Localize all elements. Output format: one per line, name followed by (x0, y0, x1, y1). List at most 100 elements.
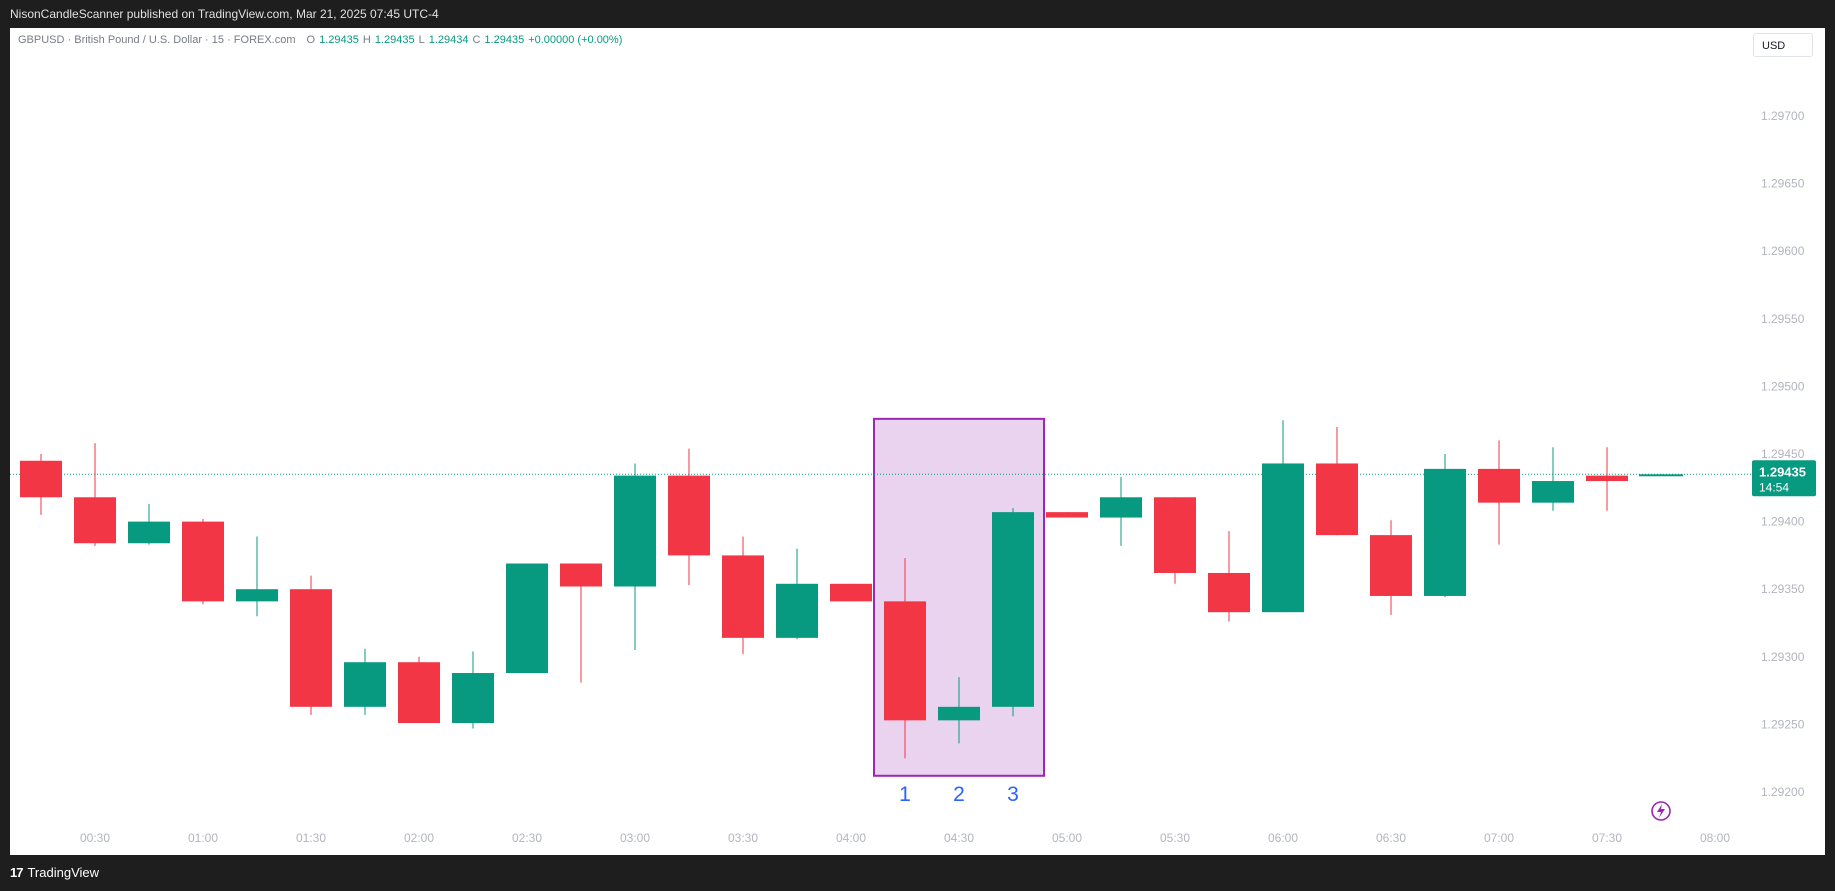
candle (20, 454, 62, 515)
close-value: 1.29435 (484, 34, 525, 46)
footer-bar: 17 TradingView (0, 855, 1835, 891)
high-label: H (362, 34, 371, 46)
last-price-value: 1.29435 (1759, 464, 1806, 479)
y-tick-label: 1.29300 (1761, 650, 1805, 664)
x-tick-label: 04:00 (836, 831, 866, 845)
candle-body (398, 662, 440, 724)
candle (1586, 447, 1628, 511)
lightning-icon[interactable] (1651, 801, 1671, 821)
candle (830, 583, 872, 602)
candle (344, 648, 386, 715)
pattern-label: 2 (953, 783, 965, 806)
publish-text: NisonCandleScanner published on TradingV… (10, 7, 439, 21)
x-tick-label: 04:30 (944, 831, 974, 845)
candle-body (830, 583, 872, 602)
publish-header: NisonCandleScanner published on TradingV… (0, 0, 1835, 28)
candle-body (1639, 474, 1683, 477)
candle-body (290, 589, 332, 707)
chart-frame[interactable]: 1 2 3 1.29200 1.29250 1.29300 1.29350 1.29400 1.… (10, 28, 1825, 855)
candle (452, 651, 494, 729)
candle-body (1100, 497, 1142, 518)
candle-body (1424, 468, 1466, 596)
candle-body (614, 475, 656, 587)
candle (1154, 497, 1196, 584)
candle-body (74, 497, 116, 544)
x-tick-label: 01:00 (188, 831, 218, 845)
candle-body (884, 601, 926, 721)
x-tick-label: 06:30 (1376, 831, 1406, 845)
candle (1046, 512, 1088, 518)
y-tick-label: 1.29400 (1761, 515, 1805, 529)
currency-button[interactable]: USD (1753, 33, 1813, 57)
candle (1370, 520, 1412, 615)
low-value: 1.29434 (428, 34, 469, 46)
x-tick-label: 06:00 (1268, 831, 1298, 845)
candle (1424, 454, 1466, 598)
candle (560, 563, 602, 683)
candle (182, 518, 224, 605)
candle-body (992, 512, 1034, 707)
candle (938, 677, 980, 744)
close-label: C (472, 34, 481, 46)
candle (668, 448, 710, 586)
x-tick-label: 02:00 (404, 831, 434, 845)
candle-body (668, 475, 710, 556)
y-tick-label: 1.29350 (1761, 582, 1805, 596)
y-tick-label: 1.29550 (1761, 312, 1805, 326)
open-value: 1.29435 (319, 34, 359, 46)
candle (290, 575, 332, 715)
x-tick-label: 05:30 (1160, 831, 1190, 845)
tradingview-logo-icon: 17 (10, 865, 24, 880)
x-tick-label: 02:30 (512, 831, 542, 845)
candle (1532, 447, 1574, 511)
candle-body (1208, 572, 1250, 613)
candle (1639, 474, 1683, 477)
x-tick-label: 07:00 (1484, 831, 1514, 845)
candle-body (1046, 512, 1088, 518)
tradingview-logo[interactable]: 17 TradingView (10, 865, 99, 880)
x-tick-label: 08:00 (1700, 831, 1730, 845)
candle-body (1154, 497, 1196, 573)
candle-body (1478, 468, 1520, 503)
y-tick-label: 1.29200 (1761, 785, 1805, 799)
y-tick-label: 1.29650 (1761, 177, 1805, 191)
pattern-label: 1 (899, 783, 911, 806)
candle (506, 563, 548, 674)
candle-body (344, 662, 386, 707)
candle-body (506, 563, 548, 674)
x-tick-label: 00:30 (80, 831, 110, 845)
candle (776, 548, 818, 640)
bar-countdown: 14:54 (1759, 480, 1789, 494)
candle (74, 443, 116, 546)
candle (236, 536, 278, 617)
candle-body (1316, 463, 1358, 536)
x-tick-label: 07:30 (1592, 831, 1622, 845)
change-value: +0.00000 (+0.00%) (528, 34, 623, 46)
candle (1208, 531, 1250, 622)
candle-body (1586, 475, 1628, 482)
y-tick-label: 1.29700 (1761, 109, 1805, 123)
x-tick-label: 01:30 (296, 831, 326, 845)
symbol-legend: GBPUSD · British Pound / U.S. Dollar · 1… (18, 34, 622, 46)
symbol-description: GBPUSD · British Pound / U.S. Dollar · 1… (18, 34, 296, 46)
last-price-badge-bg (1752, 460, 1816, 497)
candle-body (182, 521, 224, 602)
candle-body (128, 521, 170, 544)
candle (1478, 440, 1520, 545)
candle (128, 504, 170, 545)
x-tick-label: 03:00 (620, 831, 650, 845)
candle-body (20, 460, 62, 498)
candle-body (776, 583, 818, 638)
candle-body (1262, 463, 1304, 613)
candle-body (722, 555, 764, 638)
y-tick-label: 1.29450 (1761, 447, 1805, 461)
candlestick-chart[interactable]: 1 2 3 1.29200 1.29250 1.29300 1.29350 1.29400 1.… (10, 28, 1825, 855)
candle (722, 536, 764, 655)
pattern-label: 3 (1007, 783, 1019, 806)
y-tick-label: 1.29600 (1761, 244, 1805, 258)
open-label: O (306, 34, 316, 46)
candle (1316, 426, 1358, 536)
y-tick-label: 1.29500 (1761, 379, 1805, 393)
candle-body (1370, 535, 1412, 596)
